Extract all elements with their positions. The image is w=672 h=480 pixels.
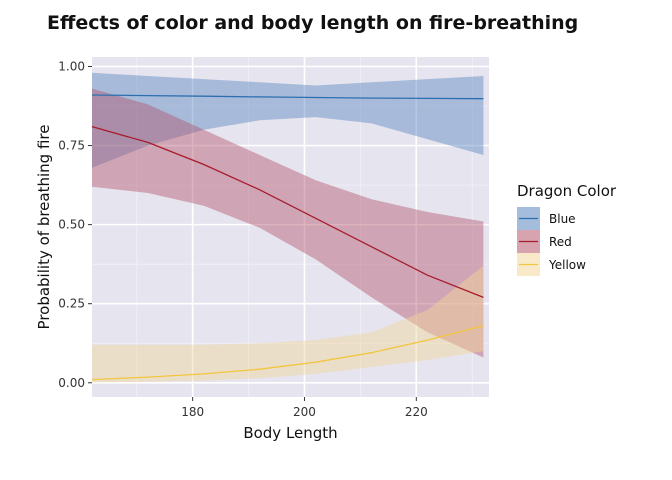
y-tick-label: 0.25 [58, 297, 85, 311]
x-axis-ticks: 180 200 220 [181, 397, 428, 419]
plot-panel [92, 57, 489, 397]
y-tick-label: 1.00 [58, 59, 85, 73]
y-tick-label: 0.50 [58, 218, 85, 232]
legend-label-yellow: Yellow [548, 258, 586, 272]
legend-title: Dragon Color [517, 182, 617, 200]
line-blue [91, 94, 484, 100]
series-lines [91, 94, 484, 381]
x-axis-title: Body Length [243, 424, 337, 442]
x-tick-label: 220 [405, 405, 428, 419]
y-axis-title: Probability of breathing fire [35, 125, 53, 330]
band-red [92, 88, 484, 358]
band-yellow [92, 265, 484, 383]
line-red [91, 125, 484, 299]
y-axis-ticks: 0.00 0.25 0.50 0.75 1.00 [58, 59, 92, 390]
line-yellow [91, 325, 484, 381]
x-tick-label: 180 [181, 405, 204, 419]
x-tick-label: 200 [293, 405, 316, 419]
grid-lines [92, 57, 489, 397]
legend-label-red: Red [549, 235, 572, 249]
chart-title: Effects of color and body length on fire… [47, 12, 579, 34]
legend: Dragon Color Blue Red Yellow [517, 182, 617, 276]
legend-label-blue: Blue [549, 212, 576, 226]
y-tick-label: 0.75 [58, 139, 85, 153]
y-tick-label: 0.00 [58, 376, 85, 390]
